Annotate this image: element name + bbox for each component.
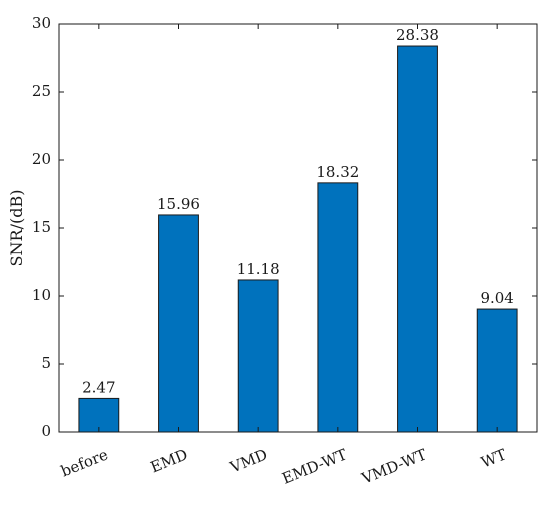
y-tick-label-30: 30 (32, 14, 51, 32)
data-label-before: 2.47 (82, 378, 115, 396)
bar-vmd (237, 279, 279, 433)
x-tick-label-emd: EMD (148, 445, 190, 476)
bars-layer (78, 45, 518, 433)
bar-emd (158, 214, 199, 433)
x-tick-label-before: before (58, 445, 110, 480)
y-tick-label-5: 5 (41, 354, 51, 372)
data-label-vmd-wt: 28.38 (396, 26, 439, 44)
x-tick-label-wt: WT (479, 445, 509, 471)
y-axis-title: SNR/(dB) (7, 190, 26, 267)
plot-frame (58, 23, 538, 433)
data-label-vmd: 11.18 (237, 260, 280, 278)
bar-vmd-wt (397, 45, 438, 433)
axes-layer (58, 23, 538, 433)
x-tick-label-vmd-wt: VMD-WT (358, 445, 429, 488)
data-label-emd-wt: 18.32 (316, 163, 359, 181)
y-tick-label-10: 10 (32, 286, 51, 304)
data-label-emd: 15.96 (157, 195, 200, 213)
bar-emd-wt (317, 182, 359, 433)
data-label-wt: 9.04 (480, 289, 513, 307)
y-tick-label-0: 0 (41, 422, 51, 440)
y-tick-label-15: 15 (32, 218, 51, 236)
y-tick-label-20: 20 (32, 150, 51, 168)
bar-wt (476, 308, 518, 433)
x-tick-label-emd-wt: EMD-WT (279, 445, 349, 487)
x-tick-label-vmd: VMD (227, 445, 270, 476)
bar-before (78, 397, 120, 433)
y-tick-label-25: 25 (32, 82, 51, 100)
